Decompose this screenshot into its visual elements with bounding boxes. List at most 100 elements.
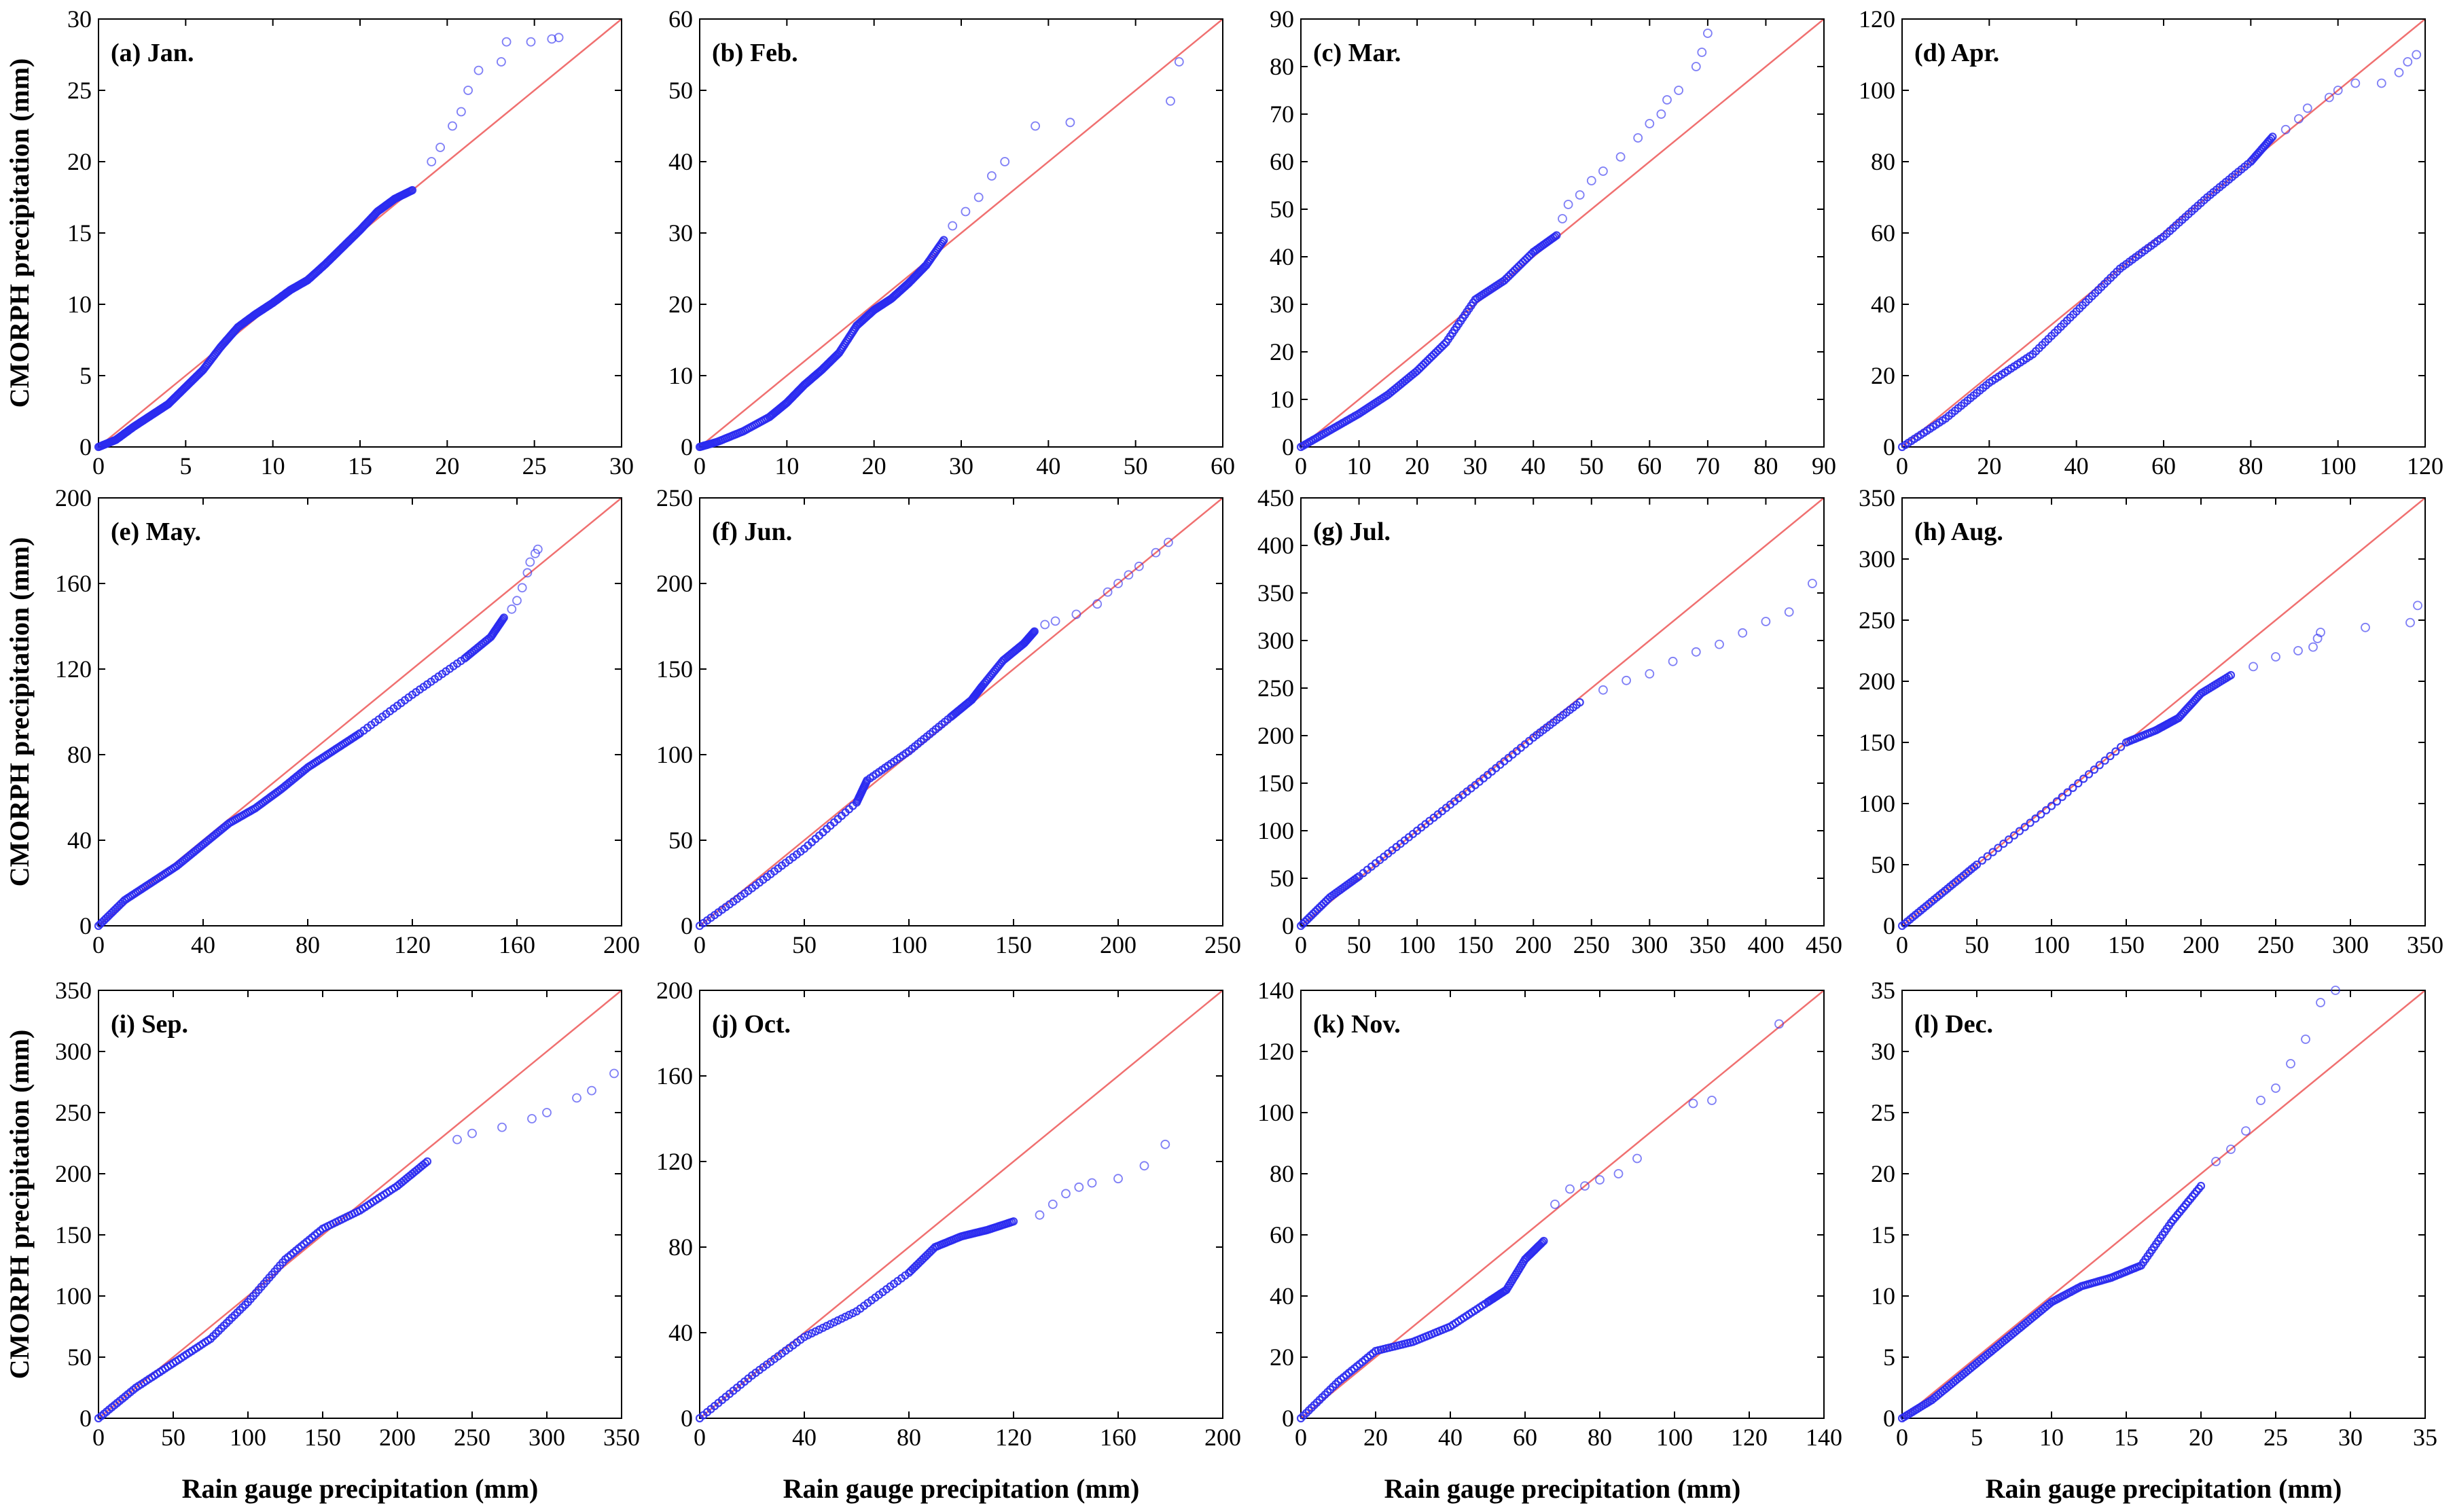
x-tick-label: 120 <box>394 931 431 958</box>
tail-point <box>2302 103 2312 113</box>
y-tick-label: 10 <box>67 291 92 318</box>
y-tick-label: 30 <box>67 5 92 33</box>
data-point <box>2226 670 2236 680</box>
panel-7: 0 50 100 150 200 250 300 350 400 450 0 50 100 150 200 2… <box>1257 484 1842 958</box>
tail-point <box>1668 656 1678 666</box>
y-tick-label: 80 <box>1270 1160 1294 1187</box>
panel-title: (f) Jun. <box>712 518 792 546</box>
y-tick-label: 100 <box>656 741 693 768</box>
tail-point <box>2405 617 2415 628</box>
y-tick-label: 300 <box>55 1038 92 1065</box>
data-point <box>1972 860 1982 869</box>
tail-point <box>1151 547 1161 558</box>
y-axis-title: CMORPH precipitation (mm) <box>4 1030 35 1380</box>
data-point <box>1977 856 1986 865</box>
x-tick-label: 20 <box>435 452 459 480</box>
data-point <box>1502 274 1511 283</box>
data-point <box>1516 259 1525 269</box>
y-tick-label: 50 <box>1270 865 1294 892</box>
y-tick-label: 0 <box>79 1405 92 1432</box>
y-tick-label: 50 <box>67 1344 92 1371</box>
tail-point <box>1071 609 1081 619</box>
y-tick-label: 150 <box>1859 729 1895 756</box>
x-tick-label: 200 <box>1204 1424 1241 1451</box>
x-tick-label: 40 <box>1036 452 1060 480</box>
panel-11: 0 20 40 60 80 100 120 140 0 20 40 60 80 100 120 140 (k) … <box>1257 977 1842 1451</box>
data-point <box>1518 257 1527 267</box>
tail-point <box>2271 652 2280 662</box>
data-point <box>2005 835 2013 844</box>
panel-title: (l) Dec. <box>1914 1010 1993 1039</box>
data-point <box>1510 266 1519 275</box>
tail-point <box>507 604 517 614</box>
tail-point <box>452 1134 462 1145</box>
panel-title: (g) Jul. <box>1313 518 1391 546</box>
y-tick-label: 200 <box>656 570 693 597</box>
x-tick-label: 50 <box>1965 931 1989 958</box>
x-tick-label: 30 <box>1463 452 1488 480</box>
y-tick-label: 60 <box>668 5 693 33</box>
tail-point <box>1134 561 1144 571</box>
x-tick-label: 60 <box>1513 1424 1537 1451</box>
y-tick-label: 0 <box>681 912 693 939</box>
y-tick-label: 150 <box>1257 770 1294 797</box>
x-tick-label: 200 <box>603 931 640 958</box>
panel-title: (i) Sep. <box>111 1010 188 1039</box>
x-tick-label: 40 <box>2064 452 2089 480</box>
panel-3: 0 10 20 30 40 50 60 70 80 90 0 10 20 30 40 50 60 70 80 90 (c… <box>1270 5 1836 480</box>
x-tick-label: 100 <box>230 1424 266 1451</box>
y-tick-label: 0 <box>79 912 92 939</box>
data-point <box>1321 897 1330 906</box>
tail-point <box>1050 616 1060 626</box>
data-point <box>423 1157 432 1166</box>
x-tick-label: 300 <box>529 1424 565 1451</box>
tail-point <box>1061 1189 1071 1199</box>
y-tick-label: 30 <box>668 219 693 247</box>
y-tick-label: 5 <box>1883 1344 1895 1371</box>
tail-point <box>1697 48 1707 57</box>
tail-point <box>2293 646 2303 655</box>
x-tick-label: 40 <box>1438 1424 1463 1451</box>
x-tick-label: 80 <box>296 931 320 958</box>
tail-point <box>497 1122 507 1132</box>
x-tick-label: 150 <box>1457 931 1494 958</box>
tail-point <box>2394 67 2404 77</box>
y-tick-label: 250 <box>1257 674 1294 702</box>
data-point <box>2267 134 2276 143</box>
y-tick-label: 40 <box>1270 243 1294 270</box>
panel-5: 0 40 80 120 160 200 0 40 80 120 160 200 (e) May. <box>55 484 640 958</box>
data-point <box>1508 268 1517 277</box>
tail-point <box>2333 86 2343 95</box>
data-point <box>499 613 508 622</box>
x-tick-label: 90 <box>1812 452 1836 480</box>
data-point <box>2015 827 2024 835</box>
y-tick-label: 200 <box>1257 722 1294 749</box>
data-point <box>2090 765 2098 774</box>
tail-point <box>1065 118 1075 128</box>
y-tick-label: 50 <box>668 827 693 854</box>
y-tick-label: 90 <box>1270 5 1294 33</box>
x-tick-label: 100 <box>1399 931 1435 958</box>
x-tick-label: 350 <box>2407 931 2443 958</box>
y-tick-label: 25 <box>1871 1099 1895 1126</box>
tail-point <box>2256 1096 2266 1105</box>
data-point <box>2063 788 2072 797</box>
tail-point <box>435 143 445 152</box>
tail-point <box>427 157 437 166</box>
y-tick-label: 0 <box>1883 433 1895 461</box>
data-point <box>2058 793 2066 802</box>
x-tick-label: 150 <box>304 1424 341 1451</box>
data-point <box>1552 231 1561 240</box>
reference-line <box>1300 18 1825 448</box>
tail-point <box>2350 78 2361 88</box>
x-tick-label: 350 <box>603 1424 640 1451</box>
tail-point <box>1691 647 1701 657</box>
data-point <box>2031 814 2040 823</box>
y-tick-label: 200 <box>55 1160 92 1187</box>
data-point <box>2074 779 2083 788</box>
data-point <box>2106 751 2115 761</box>
tail-point <box>2403 57 2413 67</box>
y-tick-label: 100 <box>1257 1099 1294 1126</box>
x-tick-label: 120 <box>995 1424 1032 1451</box>
